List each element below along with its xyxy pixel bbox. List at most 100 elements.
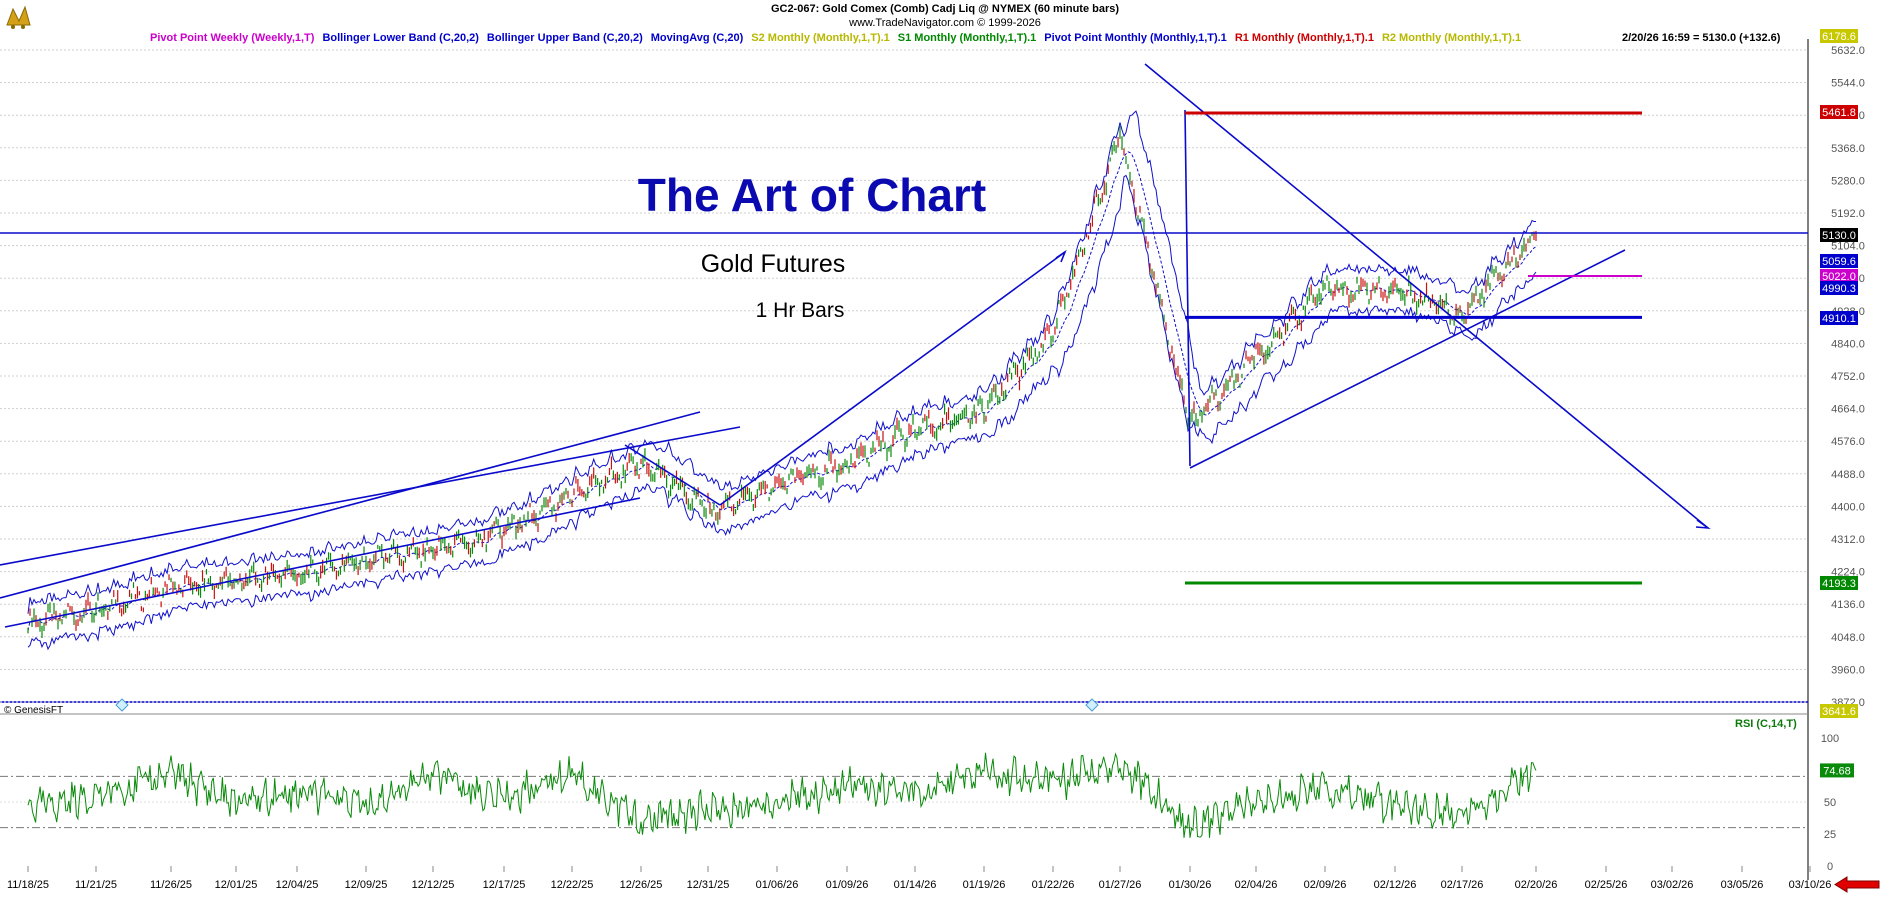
legend-item[interactable]: R1 Monthly (Monthly,1,T).1 — [1234, 32, 1374, 44]
x-tick-label: 12/12/25 — [412, 879, 455, 891]
x-tick-label: 01/06/26 — [756, 879, 799, 891]
copyright-text: www.TradeNavigator.com © 1999-2026 — [849, 17, 1041, 29]
price-tick-label: 4224.0 — [1831, 567, 1865, 579]
price-tag-box — [1820, 254, 1858, 268]
r-marker-icon — [115, 698, 129, 712]
price-tag-box — [1820, 704, 1858, 718]
x-tick-label: 01/27/26 — [1099, 879, 1142, 891]
x-tick-label: 01/19/26 — [963, 879, 1006, 891]
price-tick-label: 4048.0 — [1831, 632, 1865, 644]
price-tick-label: 5632.0 — [1831, 45, 1865, 57]
legend-item[interactable]: Bollinger Lower Band (C,20,2) — [322, 32, 479, 44]
indicator-legend: Pivot Point Weekly (Weekly,1,T) Bollinger… — [150, 32, 1529, 44]
x-tick-label: 12/09/25 — [345, 879, 388, 891]
rsi-line — [27, 752, 1537, 838]
trend-line — [719, 251, 1066, 506]
trend-arrowhead — [1695, 519, 1711, 530]
bollinger-lower-band — [27, 174, 1537, 651]
legend-item[interactable]: R2 Monthly (Monthly,1,T).1 — [1381, 32, 1522, 44]
trend-line — [624, 444, 721, 506]
trend-line — [1144, 63, 1709, 529]
x-tick-label: 01/09/26 — [826, 879, 869, 891]
price-tick-label: 4136.0 — [1831, 599, 1865, 611]
x-tick-label: 03/10/26 — [1789, 879, 1832, 891]
legend-item[interactable]: Pivot Point Weekly (Weekly,1,T) — [150, 32, 315, 44]
x-tick-label: 12/26/25 — [620, 879, 663, 891]
price-tick-label: 5192.0 — [1831, 208, 1865, 220]
tradenavigator-logo[interactable] — [3, 3, 33, 36]
price-tag-label: 5059.6 — [1822, 256, 1856, 268]
price-tag-box — [1820, 269, 1858, 283]
price-tag-box — [1820, 29, 1858, 43]
x-tick-label: 11/18/25 — [7, 879, 49, 891]
bollinger-upper-band — [27, 110, 1536, 614]
price-tag-label: 5130.0 — [1822, 230, 1856, 242]
x-tick-label: 11/26/25 — [150, 879, 192, 891]
price-tick-label: 3960.0 — [1831, 664, 1865, 676]
rsi-tick-label: 50 — [1824, 797, 1836, 809]
legend-item[interactable]: MovingAvg (C,20) — [650, 32, 744, 44]
price-tick-label: 4312.0 — [1831, 534, 1865, 546]
price-tag-label: 5461.8 — [1822, 107, 1856, 119]
trend-line — [4, 497, 641, 628]
x-tick-label: 12/17/25 — [483, 879, 526, 891]
legend-item[interactable]: S1 Monthly (Monthly,1,T).1 — [897, 32, 1037, 44]
x-tick-label: 03/05/26 — [1721, 879, 1764, 891]
price-tick-label: 5280.0 — [1831, 175, 1865, 187]
scroll-right-button[interactable] — [1833, 876, 1883, 898]
price-tag-label: 4193.3 — [1822, 578, 1856, 590]
price-tag-box — [1820, 576, 1858, 590]
x-tick-label: 02/12/26 — [1374, 879, 1417, 891]
x-tick-label: 02/25/26 — [1585, 879, 1628, 891]
x-tick-label: 02/09/26 — [1304, 879, 1347, 891]
legend-item[interactable]: S2 Monthly (Monthly,1,T).1 — [751, 32, 890, 44]
rsi-tick-label: 25 — [1824, 829, 1836, 841]
x-tick-label: 01/22/26 — [1032, 879, 1075, 891]
r-marker-icon — [1085, 698, 1099, 712]
price-tag-box — [1820, 281, 1858, 295]
price-tick-label: 4752.0 — [1831, 371, 1865, 383]
rsi-last-tag-box — [1820, 763, 1854, 778]
x-tick-label: 02/04/26 — [1235, 879, 1278, 891]
price-tag-label: 6178.6 — [1822, 31, 1856, 43]
x-tick-label: 02/17/26 — [1441, 879, 1484, 891]
chart-title: GC2-067: Gold Comex (Comb) Cadj Liq @ NY… — [770, 3, 1120, 15]
trend-line — [1184, 109, 1191, 467]
price-tag-label: 5022.0 — [1822, 271, 1856, 283]
x-tick-label: 03/02/26 — [1651, 879, 1694, 891]
price-tag-label: 4990.3 — [1822, 283, 1856, 295]
legend-item[interactable]: Bollinger Upper Band (C,20,2) — [486, 32, 643, 44]
x-tick-label: 11/21/25 — [75, 879, 117, 891]
rsi-tick-label: 0 — [1827, 861, 1833, 873]
trend-arrowhead — [1055, 249, 1067, 263]
price-tick-label: 5368.0 — [1831, 143, 1865, 155]
red-arrow-icon — [1834, 876, 1880, 893]
rsi-label: RSI (C,14,T) — [1735, 718, 1797, 730]
price-tick-label: 4840.0 — [1831, 338, 1865, 350]
headline-text: The Art of Chart — [638, 169, 986, 221]
price-tick-label: 4576.0 — [1831, 436, 1865, 448]
rsi-tick-label: 100 — [1821, 733, 1839, 745]
x-tick-label: 12/31/25 — [687, 879, 730, 891]
x-tick-label: 12/22/25 — [551, 879, 594, 891]
x-tick-label: 02/20/26 — [1515, 879, 1558, 891]
logo-icon — [3, 3, 33, 31]
x-tick-label: 01/14/26 — [894, 879, 937, 891]
x-tick-label: 12/01/25 — [215, 879, 258, 891]
trend-line — [0, 411, 701, 599]
price-tag-box — [1820, 311, 1858, 325]
price-tick-label: 4664.0 — [1831, 404, 1865, 416]
price-tick-label: 4488.0 — [1831, 469, 1865, 481]
x-tick-label: 12/04/25 — [276, 879, 319, 891]
trend-line — [0, 426, 741, 566]
bars-note-text: 1 Hr Bars — [756, 299, 845, 322]
price-tag-label: 3641.6 — [1822, 706, 1856, 718]
genesis-label: © GenesisFT — [4, 705, 63, 716]
legend-item[interactable]: Pivot Point Monthly (Monthly,1,T).1 — [1044, 32, 1227, 44]
x-tick-label: 01/30/26 — [1169, 879, 1212, 891]
price-tick-label: 4400.0 — [1831, 501, 1865, 513]
price-tick-label: 5544.0 — [1831, 78, 1865, 90]
price-tag-box — [1820, 105, 1858, 119]
